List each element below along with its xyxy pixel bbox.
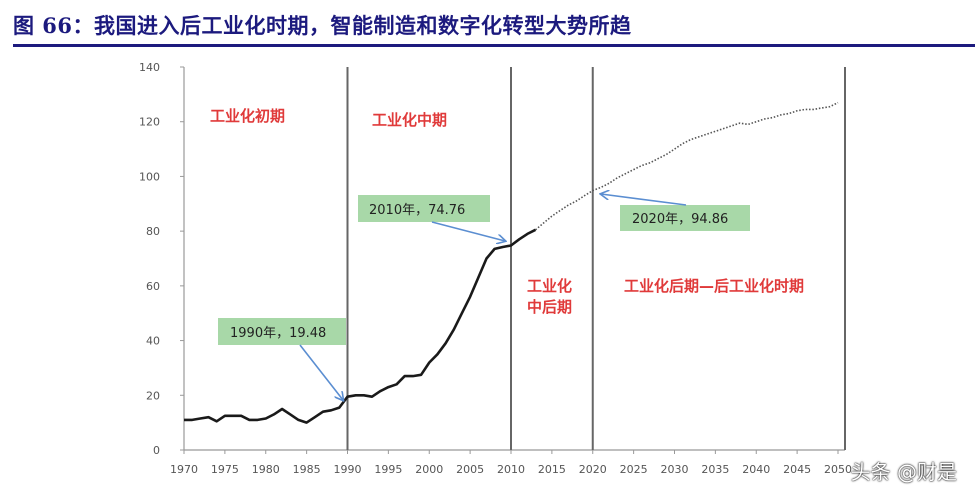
x-tick-label: 2045	[783, 463, 811, 476]
y-tick-label: 100	[139, 170, 160, 183]
annotation-arrow-2010	[431, 221, 505, 241]
x-tick-label: 2035	[701, 463, 729, 476]
phase-label-middle: 工业化中期	[372, 111, 447, 129]
title-underline	[13, 44, 975, 47]
series-line-dotted	[534, 101, 839, 231]
series-line-solid	[184, 228, 537, 424]
x-tick-label: 2005	[456, 463, 484, 476]
annotation-1990: 1990年，19.48	[230, 326, 326, 341]
x-tick-label: 1975	[211, 463, 239, 476]
x-tick-label: 1990	[334, 463, 362, 476]
phase-label-late: 工业化后期—后工业化时期	[624, 277, 804, 295]
x-tick-label: 2010	[497, 463, 525, 476]
x-tick-label: 2050	[824, 463, 852, 476]
annotation-2020: 2020年，94.86	[632, 212, 728, 227]
phase-label-mid-late-1: 工业化	[527, 277, 572, 295]
x-tick-label: 2040	[742, 463, 770, 476]
y-tick-label: 140	[139, 61, 160, 74]
phase-label-early: 工业化初期	[210, 107, 285, 125]
annotation-box-2020	[620, 205, 750, 231]
x-tick-label: 1985	[293, 463, 321, 476]
x-tick-label: 1980	[252, 463, 280, 476]
x-tick-label: 2020	[579, 463, 607, 476]
y-tick-label: 0	[153, 444, 160, 457]
annotation-2010: 2010年，74.76	[369, 203, 465, 218]
annotation-box-2010	[358, 195, 490, 222]
x-tick-label: 2025	[620, 463, 648, 476]
y-tick-label: 40	[146, 335, 160, 348]
y-tick-label: 80	[146, 225, 160, 238]
annotation-box-1990	[218, 318, 346, 345]
y-tick-label: 120	[139, 116, 160, 129]
watermark: 头条 @财是	[850, 460, 957, 484]
x-tick-label: 2030	[661, 463, 689, 476]
y-tick-label: 60	[146, 280, 160, 293]
x-tick-label: 2000	[415, 463, 443, 476]
x-tick-label: 2015	[538, 463, 566, 476]
phase-label-mid-late-2: 中后期	[527, 298, 572, 316]
y-tick-label: 20	[146, 389, 160, 402]
annotation-arrow-1990	[299, 344, 343, 400]
figure-title: 图 66：我国进入后工业化时期，智能制造和数字化转型大势所趋	[13, 13, 632, 38]
annotation-arrow-2020	[601, 194, 687, 206]
x-tick-label: 1995	[374, 463, 402, 476]
x-tick-label: 1970	[170, 463, 198, 476]
